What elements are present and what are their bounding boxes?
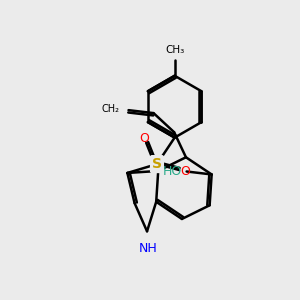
Text: NH: NH (139, 242, 158, 255)
Text: S: S (152, 157, 162, 171)
Text: O: O (139, 132, 149, 145)
Text: CH₃: CH₃ (165, 45, 184, 55)
Text: O: O (181, 165, 190, 178)
Text: HO: HO (163, 165, 182, 178)
Text: CH₂: CH₂ (102, 104, 120, 114)
